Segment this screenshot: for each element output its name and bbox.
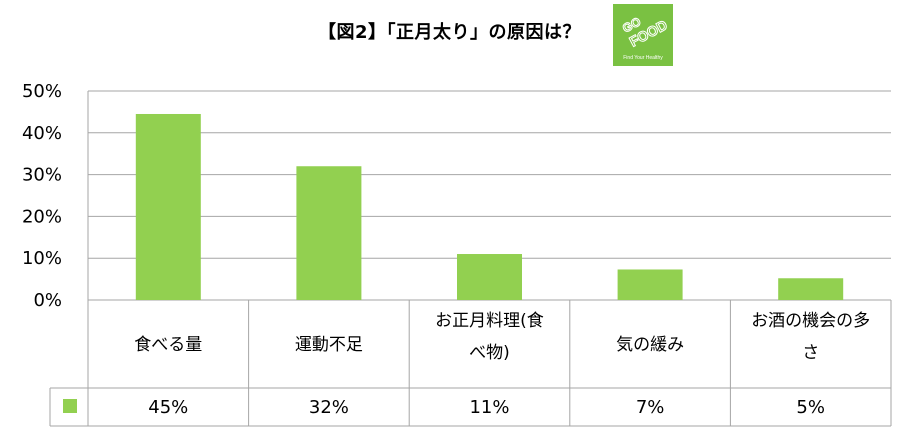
y-tick-label: 50% <box>22 81 62 102</box>
value-label-5: 5% <box>796 397 825 418</box>
value-label-1: 45% <box>148 397 188 418</box>
chart-title-text: 【図2】「正月太り」の原因は？ <box>317 22 582 43</box>
value-label-3: 11% <box>469 397 509 418</box>
bar-3 <box>457 254 522 300</box>
y-tick-label: 0% <box>33 290 62 311</box>
category-label-3: お正月料理(食 <box>435 311 544 331</box>
y-axis-tick-labels: 0% 10% 20% 30% 40% 50% <box>22 81 62 311</box>
category-label-4: 気の緩み <box>616 335 684 355</box>
chart-title: 【図2】「正月太り」の原因は？ <box>0 18 915 44</box>
logo-tagline: Find Your Healthy <box>623 55 663 61</box>
category-label-2: 運動不足 <box>295 335 363 355</box>
legend-swatch <box>63 399 77 413</box>
value-label-4: 7% <box>636 397 665 418</box>
y-tick-label: 40% <box>22 123 62 144</box>
category-label-5: さ <box>802 343 819 363</box>
y-tick-label: 10% <box>22 248 62 269</box>
y-tick-label: 30% <box>22 165 62 186</box>
bar-2 <box>296 166 362 300</box>
bar-4 <box>617 269 683 300</box>
category-label-5: お酒の機会の多 <box>751 311 870 331</box>
category-label-3: べ物) <box>469 343 510 363</box>
bar-5 <box>778 278 844 300</box>
value-label-2: 32% <box>309 397 349 418</box>
logo-background <box>613 4 673 66</box>
category-label-1: 食べる量 <box>134 335 202 355</box>
gofood-logo: GO FOOD Find Your Healthy <box>613 4 673 66</box>
y-tick-label: 20% <box>22 206 62 227</box>
bars <box>135 113 844 301</box>
bar-1 <box>135 113 201 301</box>
